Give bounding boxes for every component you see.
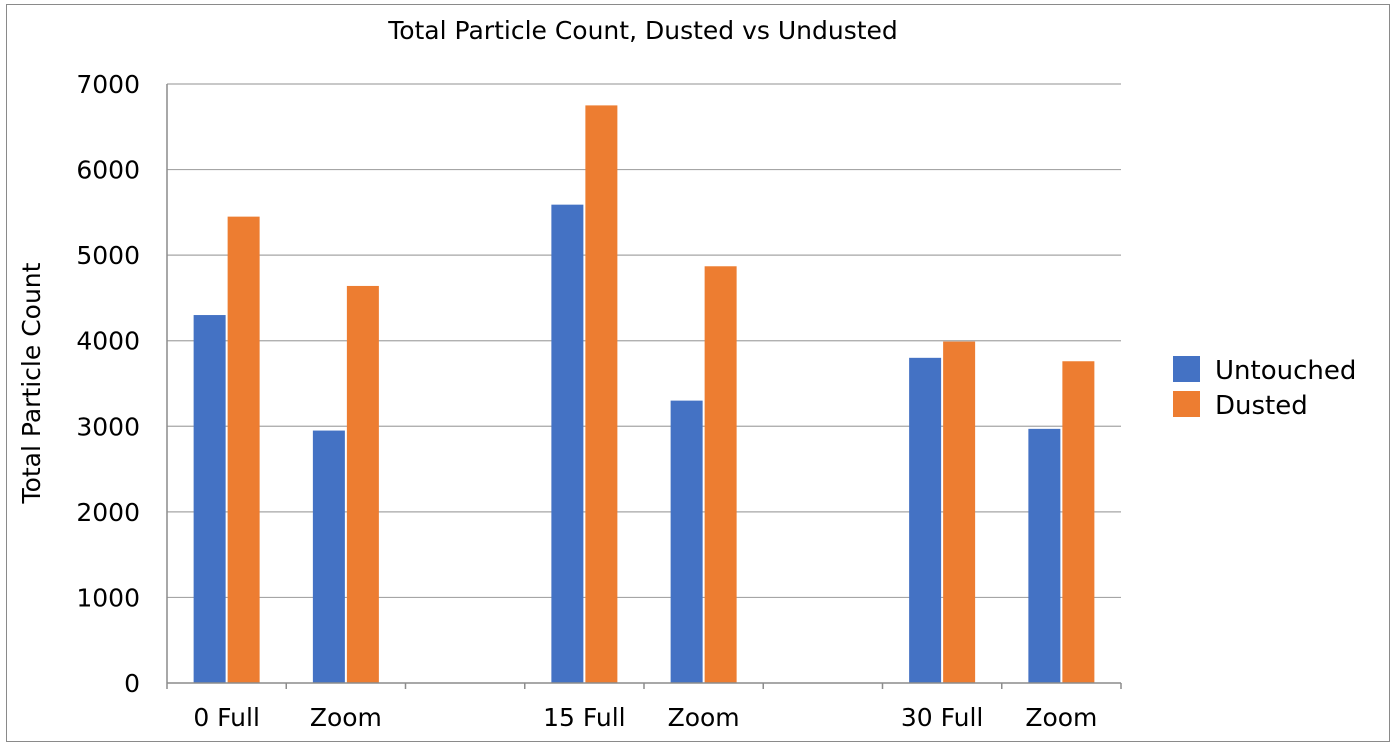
bar-dusted — [227, 216, 260, 683]
legend-label-untouched: Untouched — [1215, 356, 1356, 386]
x-tick-label: Zoom — [668, 703, 740, 732]
axes: 0 1000 2000 3000 4000 5000 6000 7000 0 Full Zoom 1… — [76, 70, 1122, 732]
y-axis-label: Total Particle Count — [17, 262, 46, 504]
y-tick-label: 1000 — [76, 583, 140, 612]
bar-dusted — [346, 285, 379, 683]
y-tick-label: 5000 — [76, 241, 140, 270]
y-tick-label: 7000 — [76, 70, 140, 99]
legend-label-dusted: Dusted — [1215, 391, 1308, 421]
y-tick-label: 2000 — [76, 498, 140, 527]
gridlines — [167, 83, 1121, 599]
y-tick-label: 0 — [124, 669, 140, 698]
legend: Untouched Dusted — [1173, 356, 1356, 421]
bar-untouched — [1028, 428, 1061, 683]
bar-dusted — [704, 266, 737, 683]
bar-untouched — [670, 400, 703, 683]
x-tick-label: Zoom — [310, 703, 382, 732]
legend-swatch-dusted — [1173, 391, 1200, 417]
x-tick-label: 30 Full — [901, 703, 984, 732]
legend-swatch-untouched — [1173, 356, 1200, 382]
bars — [193, 105, 1095, 684]
bar-untouched — [193, 315, 226, 683]
y-tick-label: 6000 — [76, 156, 140, 185]
y-tick-label: 4000 — [76, 327, 140, 356]
bar-dusted — [943, 341, 976, 683]
x-tick-label: Zoom — [1025, 703, 1097, 732]
x-tick-label: 15 Full — [543, 703, 626, 732]
x-tick-label: 0 Full — [193, 703, 260, 732]
bar-untouched — [312, 430, 345, 683]
bar-untouched — [909, 357, 942, 683]
chart-title: Total Particle Count, Dusted vs Undusted — [387, 16, 898, 45]
bar-untouched — [551, 204, 584, 684]
bar-dusted — [1062, 361, 1095, 683]
y-tick-label: 3000 — [76, 412, 140, 441]
bar-dusted — [585, 105, 618, 683]
